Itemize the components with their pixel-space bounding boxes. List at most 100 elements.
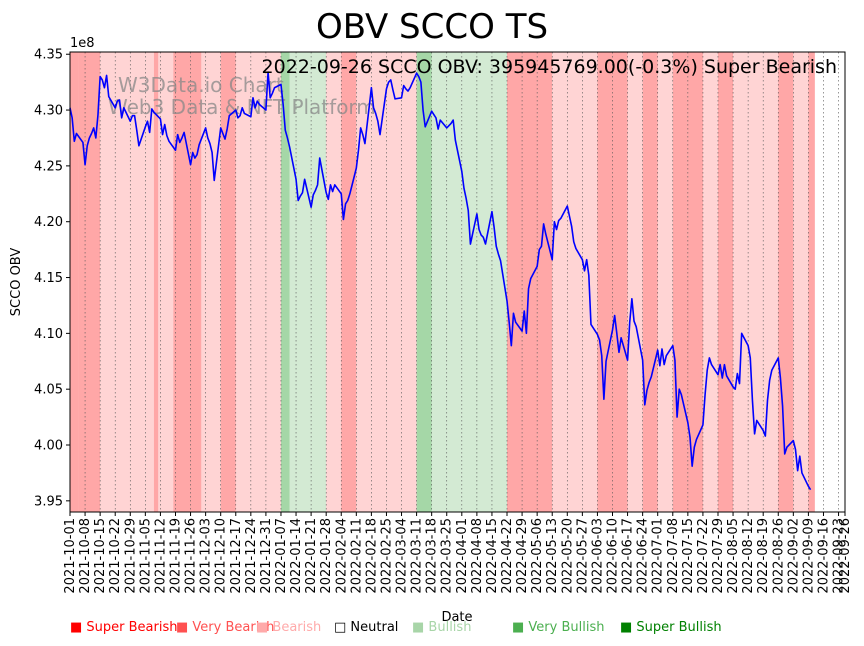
sentiment-region-38	[702, 52, 718, 512]
watermark-line-2: Web3 Data & NFT Platform	[108, 95, 376, 119]
x-tick-label: 2022-05-13	[545, 518, 560, 594]
x-tick-label: 2021-11-12	[153, 518, 168, 594]
x-tick-label: 2022-04-22	[500, 518, 515, 594]
x-tick-label: 2021-10-29	[123, 518, 138, 594]
sentiment-region-14	[280, 52, 290, 512]
x-tick-label: 2022-07-29	[711, 518, 726, 594]
y-tick-label: 4.10	[34, 327, 63, 342]
x-tick-label: 2022-02-25	[379, 518, 394, 594]
x-tick-label: 2022-05-06	[530, 518, 545, 594]
x-tick-label: 2021-11-19	[168, 518, 183, 594]
legend-very-bearish: ■ Very Bearish	[176, 620, 275, 635]
x-tick-label: 2021-10-01	[63, 518, 78, 594]
y-scale-label: 1e8	[70, 36, 95, 51]
watermark-line-1: W3Data.io Chart	[118, 73, 284, 97]
x-tick-label: 2022-01-28	[319, 518, 334, 594]
x-tick-label: 2021-10-15	[93, 518, 108, 594]
legend-bearish: ■ Bearish	[256, 620, 322, 635]
x-tick-label: 2022-07-22	[696, 518, 711, 594]
y-tick-label: 4.05	[34, 383, 63, 398]
sentiment-region-33	[627, 52, 643, 512]
x-tick-label: 2022-04-15	[485, 518, 500, 594]
legend-neutral: □ Neutral	[334, 620, 399, 635]
sentiment-region-9	[190, 52, 202, 512]
x-tick-label: 2022-07-01	[651, 518, 666, 594]
x-axis: 2021-10-01 2021-10-08 2021-10-15 2021-10-22…	[63, 512, 853, 594]
sentiment-region-45	[808, 52, 815, 512]
x-tick-label: 2022-09-02	[786, 518, 801, 594]
sentiment-region-37	[687, 52, 703, 512]
y-tick-label: 4.15	[34, 271, 63, 286]
sentiment-region-15	[289, 52, 312, 512]
legend-super-bullish: ■ Super Bullish	[620, 620, 722, 635]
x-tick-label: 2021-12-17	[229, 518, 244, 594]
y-tick-label: 4.20	[34, 215, 63, 230]
x-tick-label: 2022-02-04	[334, 518, 349, 594]
sentiment-region-8	[173, 52, 191, 512]
x-axis-label: Date	[441, 610, 472, 625]
sentiment-region-29	[537, 52, 553, 512]
sentiment-region-36	[672, 52, 688, 512]
x-tick-label: 2022-09-16	[816, 518, 831, 594]
legend-label: Very Bullish	[528, 620, 605, 635]
sentiment-region-7	[158, 52, 174, 512]
x-tick-label: 2022-01-14	[289, 518, 304, 594]
x-tick-label: 2022-05-27	[575, 518, 590, 594]
legend-bullish: ■ Bullish	[412, 620, 472, 635]
x-tick-label: 2022-03-04	[395, 518, 410, 594]
legend-label: Bullish	[428, 620, 472, 635]
sentiment-region-44	[793, 52, 809, 512]
x-tick-label: 2022-04-01	[455, 518, 470, 594]
x-tick-label: 2021-10-22	[108, 518, 123, 594]
y-tick-label: 4.35	[34, 48, 63, 63]
sentiment-region-24	[446, 52, 462, 512]
sentiment-region-23	[431, 52, 447, 512]
legend-label: Super Bullish	[636, 620, 722, 635]
plot-frame	[69, 51, 846, 513]
watermark: W3Data.io Chart Web3 Data & NFT Platform	[108, 73, 376, 119]
x-tick-label: 2022-04-08	[470, 518, 485, 594]
legend-super-bearish: ■ Super Bearish	[70, 620, 178, 635]
sentiment-region-26	[491, 52, 508, 512]
x-tick-label: 2022-06-03	[590, 518, 605, 594]
x-tick-label: 2022-01-21	[304, 518, 319, 594]
sentiment-region-18	[341, 52, 357, 512]
x-tick-label: 2022-08-26	[771, 518, 786, 594]
sentiment-region-30	[552, 52, 568, 512]
sentiment-region-10	[201, 52, 221, 512]
x-tick-label: 2022-03-18	[425, 518, 440, 594]
sentiment-region-19	[356, 52, 372, 512]
y-tick-label: 4.00	[34, 439, 63, 454]
obv-series-line	[69, 71, 812, 491]
y-axis: 3.95 4.00 4.05 4.10 4.15 4.20 4.25 4.30 4.35	[34, 48, 70, 509]
x-tick-label: 2022-06-17	[621, 518, 636, 594]
sentiment-region-41	[748, 52, 764, 512]
legend-label: Very Bearish	[192, 620, 275, 635]
sentiment-region-42	[763, 52, 779, 512]
sentiment-region-3	[115, 52, 131, 512]
legend-label: Bearish	[272, 620, 322, 635]
legend-label: Super Bearish	[86, 620, 178, 635]
legend-very-bullish: ■ Very Bullish	[512, 620, 605, 635]
sentiment-region-40	[733, 52, 749, 512]
x-tick-label: 2021-11-26	[184, 518, 199, 594]
x-tick-label: 2021-12-03	[199, 518, 214, 594]
sentiment-region-17	[326, 52, 342, 512]
sentiment-region-6	[153, 52, 159, 512]
sentiment-region-35	[657, 52, 673, 512]
x-tick-label: 2022-09-09	[801, 518, 816, 594]
y-tick-label: 4.25	[34, 159, 63, 174]
chart-title: OBV SCCO TS	[316, 7, 548, 47]
sentiment-region-20	[371, 52, 387, 512]
sentiment-region-0	[70, 52, 79, 512]
x-tick-label: 2021-12-10	[214, 518, 229, 594]
y-tick-label: 3.95	[34, 494, 63, 509]
sentiment-region-16	[311, 52, 327, 512]
x-tick-label: 2022-09-26	[838, 518, 853, 594]
x-tick-label: 2021-11-05	[138, 518, 153, 594]
x-tick-label: 2022-08-05	[726, 518, 741, 594]
sentiment-region-11	[220, 52, 236, 512]
x-tick-label: 2022-05-20	[560, 518, 575, 594]
x-tick-label: 2022-08-12	[741, 518, 756, 594]
